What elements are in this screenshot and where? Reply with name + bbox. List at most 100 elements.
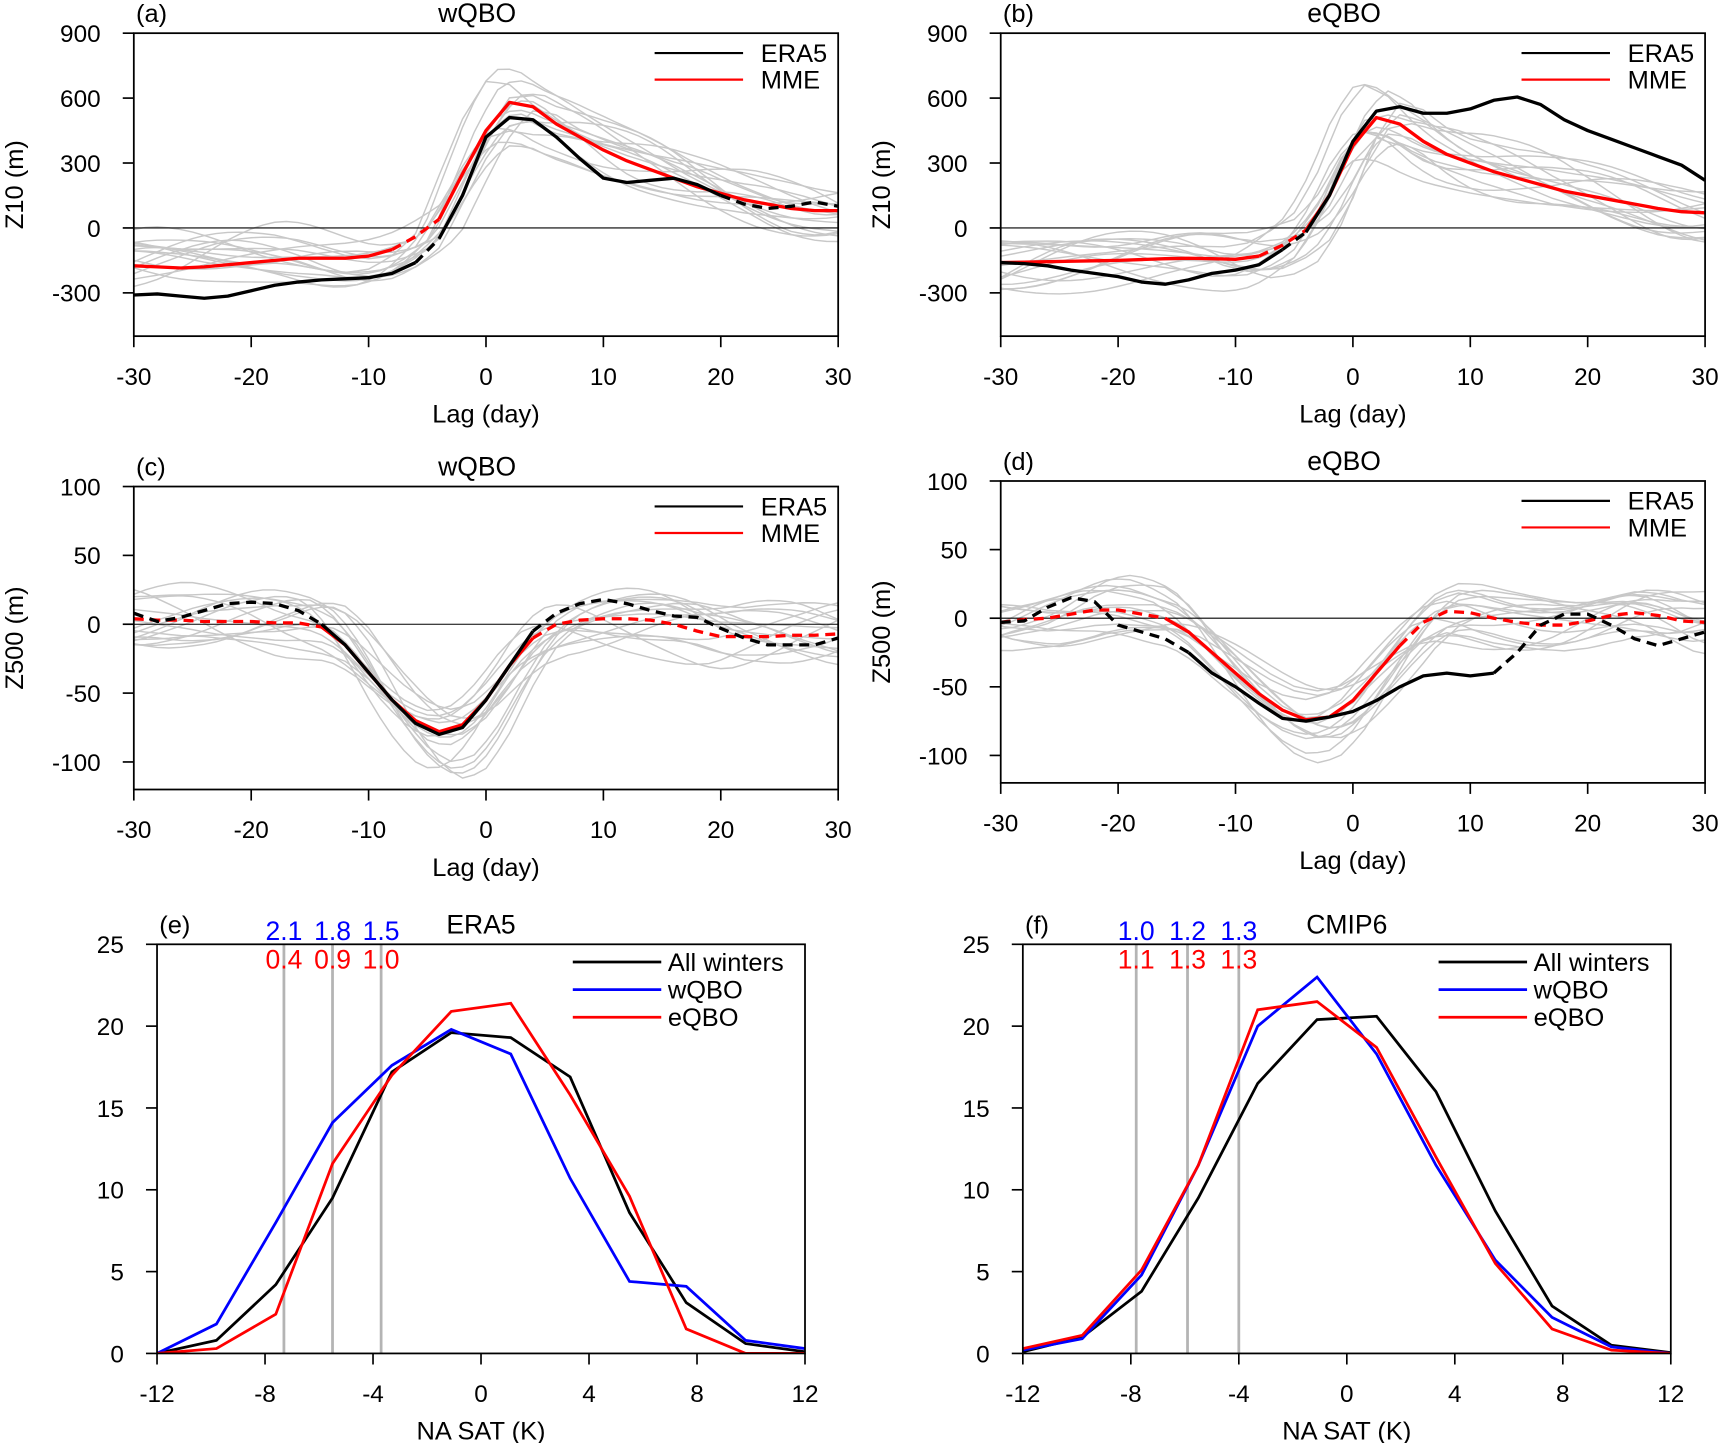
- x-tick-label: 8: [1556, 1381, 1570, 1408]
- series-line-mme-dashed: [391, 217, 441, 252]
- legend-label-mme: MME: [761, 66, 820, 94]
- series-line-era5-dashed: [720, 193, 839, 211]
- y-tick-label: 100: [927, 469, 968, 496]
- x-tick-label: -10: [351, 364, 386, 391]
- y-tick-label: -50: [932, 675, 967, 702]
- x-axis-label: NA SAT (K): [1282, 1418, 1411, 1443]
- legend-label-eqbo: eQBO: [1534, 1004, 1605, 1032]
- x-tick-label: 30: [825, 364, 852, 391]
- series-line-era5-solid: [1304, 95, 1706, 234]
- x-tick-label: -12: [139, 1381, 174, 1408]
- model-member-line: [133, 589, 839, 720]
- series-line-wqbo: [1022, 975, 1671, 1354]
- model-member-line: [1000, 578, 1706, 764]
- y-tick-label: 50: [940, 537, 967, 564]
- y-tick-label: 15: [963, 1096, 990, 1123]
- threshold-label-wqbo: 1.5: [363, 916, 400, 946]
- x-tick-label: -4: [362, 1381, 384, 1408]
- legend-label-all-winters: All winters: [1534, 949, 1650, 977]
- y-tick-label: 0: [954, 216, 968, 243]
- model-member-line: [133, 598, 839, 736]
- y-axis-label: Z500 (m): [868, 580, 896, 683]
- x-tick-label: 30: [825, 817, 852, 844]
- y-tick-label: 600: [927, 86, 968, 113]
- model-member-line: [1000, 589, 1706, 729]
- model-member-line: [1000, 603, 1706, 716]
- plot-area: [1000, 83, 1706, 295]
- x-axis-label: Lag (day): [432, 400, 539, 428]
- series-line-wqbo: [157, 1027, 806, 1354]
- x-tick-label: -20: [1101, 364, 1136, 391]
- x-tick-label: 0: [1346, 811, 1360, 838]
- legend-label-wqbo: wQBO: [1533, 976, 1609, 1004]
- y-tick-label: 10: [963, 1178, 990, 1205]
- panel-label: (f): [1025, 911, 1049, 939]
- series-line-mme-solid: [437, 100, 839, 221]
- x-axis-label: Lag (day): [1299, 847, 1406, 875]
- threshold-label-wqbo: 2.1: [265, 916, 302, 946]
- model-member-line: [133, 589, 839, 774]
- series-line-mme-solid: [1164, 616, 1402, 722]
- series-line-era5-solid: [437, 115, 722, 240]
- threshold-label-wqbo: 1.3: [1220, 916, 1257, 946]
- model-member-line: [1000, 591, 1706, 754]
- panel-f: 1.01.11.21.31.31.3 All winterswQBOeQBO-12…: [963, 909, 1685, 1443]
- panel-label: (d): [1003, 448, 1034, 476]
- y-tick-label: -100: [52, 750, 101, 777]
- series-line-mme-dashed: [1398, 609, 1706, 647]
- model-member-line: [1000, 584, 1706, 739]
- model-member-line: [133, 80, 839, 274]
- x-tick-label: 0: [474, 1381, 488, 1408]
- y-axis-label: Z10 (m): [1, 140, 29, 229]
- x-axis-label: Lag (day): [432, 854, 539, 882]
- x-tick-label: -8: [254, 1381, 276, 1408]
- series-line-mme-solid: [133, 247, 393, 270]
- y-tick-label: 20: [963, 1014, 990, 1041]
- panel-title: eQBO: [1307, 446, 1381, 476]
- y-tick-label: 0: [954, 606, 968, 633]
- x-tick-label: 10: [1457, 364, 1484, 391]
- x-tick-label: -10: [1218, 364, 1253, 391]
- y-tick-label: 0: [87, 216, 101, 243]
- series-line-era5-dashed: [1000, 595, 1190, 654]
- panel-label: (e): [159, 911, 190, 939]
- y-tick-label: 900: [60, 21, 101, 48]
- panel-title: ERA5: [446, 909, 515, 939]
- y-tick-label: 300: [927, 151, 968, 178]
- legend-label-all-winters: All winters: [668, 949, 784, 977]
- y-tick-label: -100: [919, 743, 968, 770]
- y-tick-label: 5: [976, 1259, 990, 1286]
- series-line-mme-solid: [1304, 115, 1706, 232]
- series-line-eqbo: [1022, 1000, 1671, 1354]
- x-tick-label: -30: [983, 811, 1018, 838]
- x-tick-label: 10: [1457, 811, 1484, 838]
- legend-label-wqbo: wQBO: [667, 976, 743, 1004]
- x-tick-label: 12: [1657, 1381, 1684, 1408]
- x-tick-label: 10: [590, 817, 617, 844]
- model-member-line: [1000, 131, 1706, 277]
- y-tick-label: -300: [919, 281, 968, 308]
- model-member-line: [1000, 589, 1706, 735]
- y-tick-label: 0: [87, 612, 101, 639]
- panel-title: wQBO: [437, 0, 516, 28]
- x-tick-label: -20: [234, 364, 269, 391]
- legend-label-mme: MME: [1628, 514, 1687, 542]
- y-tick-label: 0: [976, 1341, 990, 1368]
- y-tick-label: 10: [97, 1178, 124, 1205]
- series-line-eqbo: [157, 1001, 806, 1354]
- model-member-line: [133, 598, 839, 746]
- series-line-era5-solid: [133, 261, 417, 300]
- threshold-label-eqbo: 0.9: [314, 945, 351, 975]
- series-line-all-winters: [1022, 1014, 1671, 1354]
- x-tick-label: -30: [116, 364, 151, 391]
- x-tick-label: 30: [1692, 364, 1719, 391]
- threshold-label-eqbo: 1.1: [1118, 945, 1155, 975]
- x-tick-label: -10: [351, 817, 386, 844]
- legend-label-eqbo: eQBO: [668, 1004, 739, 1032]
- model-member-line: [133, 93, 839, 282]
- threshold-label-eqbo: 1.3: [1220, 945, 1257, 975]
- x-tick-label: 30: [1692, 811, 1719, 838]
